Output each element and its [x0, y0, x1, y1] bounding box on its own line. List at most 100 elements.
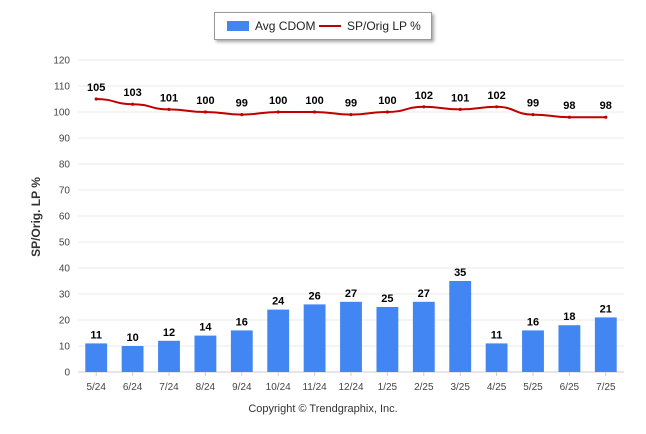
- y-tick-label: 30: [59, 290, 71, 301]
- line-point: [167, 107, 171, 111]
- bar: [594, 317, 617, 372]
- line-data-label: 101: [451, 92, 469, 104]
- bar-data-label: 21: [600, 303, 612, 315]
- legend-bar-label: Avg CDOM: [255, 19, 316, 33]
- line-point: [349, 113, 353, 117]
- y-tick-label: 0: [64, 368, 70, 379]
- y-tick-label: 40: [59, 264, 71, 275]
- line-data-label: 99: [345, 98, 357, 110]
- line-data-label: 100: [196, 95, 214, 107]
- x-axis-ticks: 5/24 6/24 7/24 8/24 9/24 10/24 11/24 12/24 1/25 2…: [86, 372, 616, 393]
- legend-bar-swatch: [227, 21, 249, 31]
- bar-data-label: 27: [418, 288, 430, 300]
- bar: [158, 340, 180, 372]
- line-point: [131, 102, 135, 106]
- x-tick-label: 12/24: [338, 382, 363, 393]
- bar: [267, 309, 290, 372]
- bar-series: [85, 281, 617, 372]
- y-axis-label: SP/Orig. LP %: [29, 177, 43, 257]
- y-tick-label: 70: [59, 186, 71, 197]
- bar-data-label: 12: [163, 327, 175, 339]
- line-point: [531, 113, 535, 117]
- x-tick-label: 5/25: [523, 382, 543, 393]
- line-data-label: 99: [527, 98, 539, 110]
- x-tick-label: 2/25: [414, 382, 434, 393]
- line-data-label: 98: [600, 100, 612, 112]
- y-tick-label: 50: [59, 238, 71, 249]
- bar-data-label: 11: [90, 329, 102, 341]
- x-tick-label: 9/24: [232, 382, 252, 393]
- line-data-label: 100: [269, 95, 287, 107]
- y-tick-label: 80: [59, 160, 71, 171]
- line-data-label: 105: [87, 82, 105, 94]
- bar: [85, 343, 108, 372]
- x-tick-label: 6/25: [560, 382, 580, 393]
- line-point: [313, 110, 317, 114]
- y-tick-label: 20: [59, 316, 71, 327]
- line-data-label: 100: [378, 95, 396, 107]
- x-tick-label: 10/24: [266, 382, 291, 393]
- line-data-labels: 105 103 101 100 99 100 100 99 100 102 101 102 99 98 98: [87, 82, 612, 112]
- line-point: [458, 107, 462, 111]
- legend: Avg CDOM SP/Orig LP %: [214, 12, 432, 40]
- line-point: [94, 97, 98, 101]
- legend-line-swatch: [319, 25, 341, 27]
- x-tick-label: 4/25: [487, 382, 507, 393]
- copyright-text: Copyright © Trendgraphix, Inc.: [248, 403, 398, 415]
- bar-data-label: 24: [272, 296, 285, 308]
- line-point: [422, 105, 426, 109]
- line-point: [203, 110, 207, 114]
- bar: [412, 301, 435, 372]
- line-data-label: 102: [487, 90, 505, 102]
- bar-data-label: 11: [491, 329, 503, 341]
- bar-data-label: 10: [126, 332, 138, 344]
- y-tick-label: 60: [59, 212, 71, 223]
- bar: [303, 304, 326, 372]
- line-series: [94, 97, 608, 119]
- bar-data-label: 14: [199, 322, 212, 334]
- y-tick-label: 90: [59, 134, 71, 145]
- line-data-label: 102: [415, 90, 433, 102]
- line-point: [604, 115, 608, 119]
- y-tick-label: 10: [59, 342, 71, 353]
- y-tick-label: 110: [54, 82, 70, 93]
- x-tick-label: 3/25: [450, 382, 470, 393]
- bar: [558, 325, 581, 372]
- line-data-label: 98: [563, 100, 575, 112]
- y-tick-label: 120: [53, 56, 70, 67]
- line-point: [495, 105, 499, 109]
- bar-data-label: 26: [308, 290, 320, 302]
- bar-data-label: 25: [381, 293, 393, 305]
- bar: [194, 335, 217, 372]
- legend-item-bar[interactable]: Avg CDOM: [227, 13, 315, 39]
- line-data-label: 103: [123, 87, 141, 99]
- bar: [376, 307, 399, 372]
- bar-data-label: 27: [345, 288, 357, 300]
- bar: [121, 346, 144, 372]
- legend-line-label: SP/Orig LP %: [347, 19, 421, 33]
- bar: [522, 330, 544, 372]
- line-point: [276, 110, 280, 114]
- x-tick-label: 7/25: [596, 382, 616, 393]
- bar: [340, 301, 362, 372]
- line-data-label: 99: [236, 98, 248, 110]
- line-data-label: 100: [305, 95, 323, 107]
- bar-data-label: 16: [236, 316, 248, 328]
- y-axis-ticks: 0 10 20 30 40 50 60 70 80 90 100 110 120: [53, 56, 70, 379]
- line-point: [240, 113, 244, 117]
- bar-data-label: 35: [454, 267, 466, 279]
- grid-lines: [78, 59, 624, 373]
- bar-data-labels: 11 10 12 14 16 24 26 27 25 27 35 11 16 18 21: [90, 267, 612, 344]
- x-tick-label: 7/24: [159, 382, 179, 393]
- bar: [449, 281, 472, 372]
- y-tick-label: 100: [53, 108, 70, 119]
- line-data-label: 101: [160, 92, 178, 104]
- legend-item-line[interactable]: SP/Orig LP %: [319, 13, 421, 39]
- line-point: [567, 115, 572, 119]
- x-tick-label: 11/24: [302, 382, 327, 393]
- x-tick-label: 1/25: [378, 382, 398, 393]
- x-tick-label: 5/24: [86, 382, 106, 393]
- x-tick-label: 8/24: [196, 382, 216, 393]
- bar-data-label: 16: [527, 316, 539, 328]
